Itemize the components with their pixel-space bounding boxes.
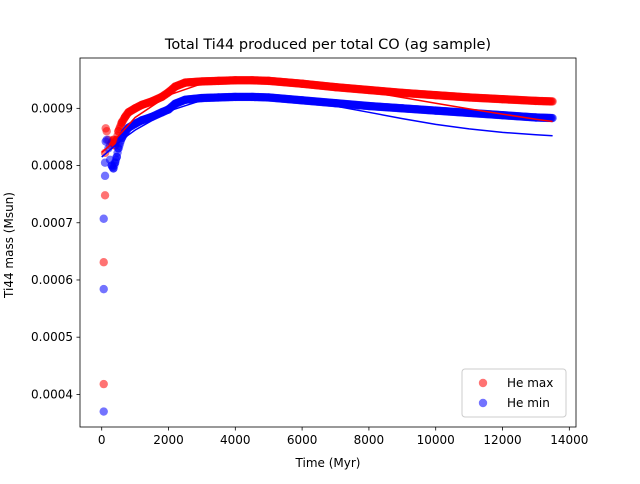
data-point [100, 171, 110, 181]
data-layer [99, 76, 557, 416]
legend-label: He min [507, 396, 550, 410]
x-tick-label: 12000 [483, 433, 521, 447]
y-tick-label: 0.0008 [31, 159, 73, 173]
data-point [102, 135, 111, 145]
x-tick-label: 14000 [550, 433, 588, 447]
data-point [99, 379, 108, 389]
legend: He max He min [461, 368, 567, 418]
fit-line-0 [101, 78, 553, 153]
y-tick-label: 0.0005 [31, 330, 73, 344]
data-point [102, 127, 111, 136]
legend-box [461, 368, 567, 418]
fit-line-1 [101, 95, 553, 158]
y-tick-label: 0.0006 [31, 273, 73, 287]
data-point [99, 284, 108, 294]
x-tick-label: 2000 [153, 433, 184, 447]
x-tick-label: 8000 [354, 433, 385, 447]
axes: 0 2000 4000 6000 8000 10000 12000 14000 0.0004 0.… [31, 57, 588, 447]
legend-marker [478, 378, 488, 388]
legend-label: He max [507, 376, 553, 390]
data-point [100, 191, 110, 200]
plot-area [99, 76, 557, 416]
y-tick-label: 0.0009 [31, 101, 73, 115]
data-point [99, 258, 108, 267]
y-tick-label: 0.0007 [31, 216, 73, 230]
data-point [547, 97, 556, 106]
y-axis-label: Ti44 mass (Msun) [2, 192, 16, 299]
data-point [99, 214, 108, 223]
chart-title: Total Ti44 produced per total CO (ag sam… [164, 37, 491, 53]
data-point [99, 407, 108, 416]
data-point [547, 113, 556, 123]
axes-frame [79, 57, 577, 428]
x-axis-label: Time (Myr) [295, 456, 361, 470]
x-tick-label: 0 [98, 433, 106, 447]
x-tick-label: 6000 [287, 433, 318, 447]
legend-marker [478, 398, 488, 408]
x-tick-label: 4000 [220, 433, 251, 447]
x-tick-label: 10000 [417, 433, 455, 447]
y-tick-label: 0.0004 [31, 387, 73, 401]
